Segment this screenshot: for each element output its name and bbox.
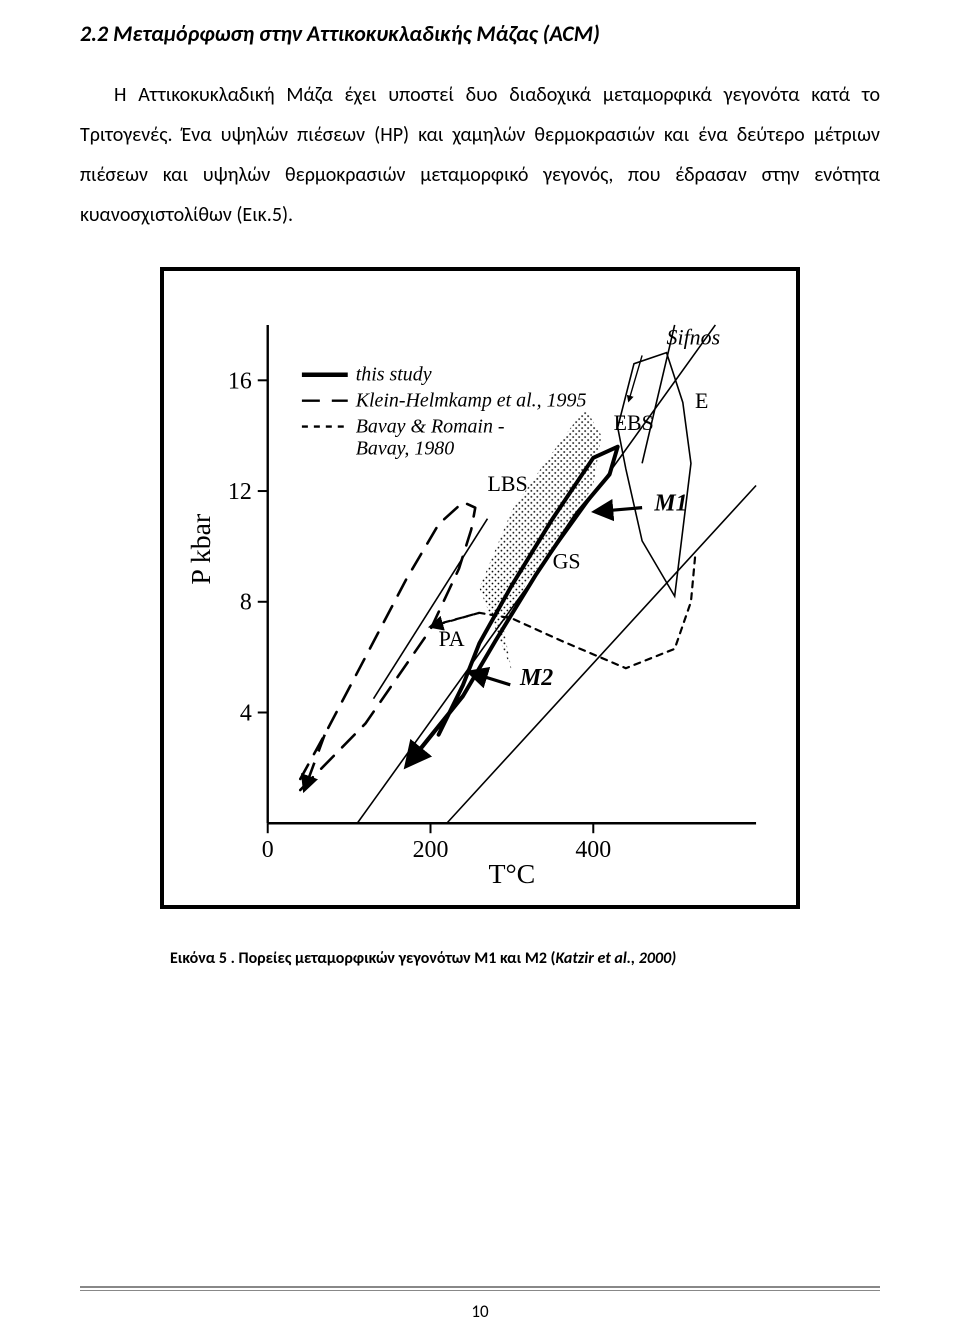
svg-text:4: 4 (240, 700, 252, 726)
svg-text:this study: this study (356, 364, 432, 386)
svg-text:EBS: EBS (614, 410, 654, 435)
svg-text:Sifnos: Sifnos (667, 324, 721, 349)
figure-frame: 4 8 12 16 0 200 400 P kbar T°C this study Klein-He… (160, 267, 800, 909)
section-heading: 2.2 Μεταμόρφωση στην Αττικοκυκλαδικής Μά… (80, 20, 880, 47)
svg-text:Klein-Helmkamp et al., 1995: Klein-Helmkamp et al., 1995 (355, 390, 587, 412)
svg-text:P kbar: P kbar (186, 513, 217, 585)
footer-rule-thick (80, 1286, 880, 1288)
svg-text:GS: GS (553, 549, 581, 574)
page-number: 10 (471, 1301, 488, 1322)
svg-text:LBS: LBS (487, 471, 527, 496)
svg-text:Bavay & Romain -: Bavay & Romain - (356, 416, 505, 438)
svg-text:16: 16 (228, 368, 252, 394)
svg-text:200: 200 (413, 837, 449, 863)
svg-text:E: E (695, 388, 708, 413)
svg-text:8: 8 (240, 590, 252, 616)
figure-caption: Εικόνα 5 . Πορείες μεταμορφικών γεγονότω… (170, 949, 880, 968)
pt-diagram: 4 8 12 16 0 200 400 P kbar T°C this study Klein-He… (186, 307, 774, 895)
svg-text:M1: M1 (653, 490, 687, 516)
svg-text:T°C: T°C (488, 859, 535, 890)
svg-text:PA: PA (439, 626, 465, 651)
body-paragraph: Η Αττικοκυκλαδική Μάζα έχει υποστεί δυο … (80, 75, 880, 235)
svg-text:0: 0 (262, 837, 274, 863)
svg-text:M2: M2 (519, 665, 553, 691)
footer-rule-thin (80, 1290, 880, 1291)
svg-text:400: 400 (575, 837, 611, 863)
caption-citation: Katzir et al., 2000) (556, 949, 677, 968)
svg-text:Bavay, 1980: Bavay, 1980 (356, 437, 455, 459)
figure-inner: 4 8 12 16 0 200 400 P kbar T°C this study Klein-He… (164, 271, 796, 905)
caption-text: Εικόνα 5 . Πορείες μεταμορφικών γεγονότω… (170, 949, 556, 968)
page-footer: 10 (80, 1286, 880, 1322)
svg-text:12: 12 (228, 479, 252, 505)
page: 2.2 Μεταμόρφωση στην Αττικοκυκλαδικής Μά… (0, 0, 960, 1336)
